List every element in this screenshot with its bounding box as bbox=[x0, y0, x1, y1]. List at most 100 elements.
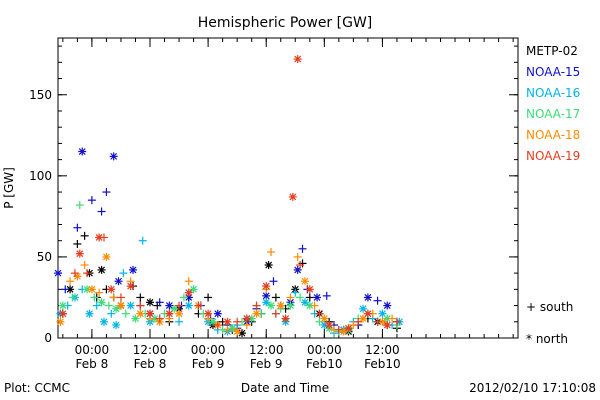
data-point bbox=[136, 293, 145, 302]
y-tick-label: 50 bbox=[37, 250, 52, 264]
data-point bbox=[58, 301, 67, 310]
data-point bbox=[252, 301, 261, 310]
data-point bbox=[97, 265, 106, 274]
data-point bbox=[121, 309, 130, 318]
data-point bbox=[322, 291, 331, 300]
data-point bbox=[233, 317, 242, 326]
data-point bbox=[104, 301, 113, 310]
x-tick-label-time: 00:00 bbox=[75, 343, 110, 357]
data-point bbox=[392, 317, 401, 326]
data-point bbox=[213, 309, 222, 318]
legend-entry: NOAA-19 bbox=[526, 149, 580, 163]
data-point bbox=[68, 293, 77, 302]
y-axis-label: P [GW] bbox=[2, 167, 16, 209]
data-point bbox=[305, 293, 314, 302]
data-point bbox=[194, 301, 203, 310]
data-point bbox=[223, 317, 232, 326]
data-point bbox=[97, 298, 106, 307]
data-point bbox=[281, 314, 290, 323]
data-point bbox=[189, 285, 198, 294]
data-point bbox=[262, 291, 271, 300]
data-point bbox=[288, 192, 297, 201]
legend-entry: NOAA-17 bbox=[526, 107, 580, 121]
data-point bbox=[73, 223, 82, 232]
chart-title: Hemispheric Power [GW] bbox=[198, 15, 373, 31]
data-point bbox=[97, 207, 106, 216]
data-point bbox=[102, 252, 111, 261]
data-point bbox=[90, 293, 99, 302]
data-point bbox=[107, 309, 116, 318]
y-tick-label: 0 bbox=[44, 331, 52, 345]
data-point bbox=[296, 261, 305, 270]
data-point bbox=[310, 301, 319, 310]
data-point bbox=[136, 309, 145, 318]
data-point bbox=[114, 277, 123, 286]
data-points bbox=[54, 55, 404, 338]
data-point bbox=[80, 231, 89, 240]
data-point bbox=[262, 298, 271, 307]
y-tick-label: 150 bbox=[29, 88, 52, 102]
x-tick-label-time: 00:00 bbox=[307, 343, 342, 357]
data-point bbox=[102, 188, 111, 197]
data-point bbox=[100, 233, 108, 242]
legend-entry: NOAA-16 bbox=[526, 86, 580, 100]
data-point bbox=[208, 317, 217, 326]
data-point bbox=[66, 277, 75, 286]
data-point bbox=[175, 301, 184, 310]
data-point bbox=[70, 269, 79, 278]
data-point bbox=[136, 301, 145, 310]
plot-frame bbox=[57, 37, 519, 339]
plot-timestamp: 2012/02/10 17:10:08 bbox=[469, 381, 596, 395]
data-point bbox=[315, 309, 324, 318]
data-point bbox=[75, 249, 84, 258]
data-point bbox=[242, 314, 251, 323]
data-point bbox=[155, 298, 164, 307]
data-point bbox=[184, 301, 193, 310]
data-point bbox=[179, 293, 188, 302]
data-point bbox=[315, 317, 324, 326]
x-tick-label-date: Feb 9 bbox=[250, 357, 283, 371]
data-point bbox=[112, 304, 121, 313]
x-tick-label-date: Feb 8 bbox=[134, 357, 167, 371]
x-tick-label-time: 00:00 bbox=[191, 343, 226, 357]
data-point bbox=[271, 309, 280, 318]
data-point bbox=[175, 309, 184, 318]
data-point bbox=[300, 277, 309, 286]
x-tick-label-date: Feb 8 bbox=[76, 357, 109, 371]
data-point bbox=[126, 282, 135, 291]
data-point bbox=[223, 325, 232, 334]
data-point bbox=[116, 293, 125, 302]
data-point bbox=[170, 304, 179, 313]
data-point bbox=[325, 321, 334, 330]
data-point bbox=[264, 261, 273, 270]
data-point bbox=[92, 301, 101, 310]
data-point bbox=[276, 301, 285, 310]
data-point bbox=[305, 301, 314, 310]
legend-entry: NOAA-18 bbox=[526, 128, 580, 142]
x-tick-label-date: Feb10 bbox=[364, 357, 401, 371]
data-point bbox=[54, 269, 62, 278]
data-point bbox=[267, 301, 276, 310]
data-point bbox=[61, 285, 70, 294]
data-point bbox=[383, 301, 392, 310]
data-point bbox=[383, 321, 392, 330]
data-point bbox=[349, 321, 358, 330]
legend-north: * north bbox=[526, 332, 568, 346]
x-tick-label-time: 12:00 bbox=[249, 343, 284, 357]
data-point bbox=[146, 309, 154, 318]
data-point bbox=[109, 293, 118, 302]
data-point bbox=[298, 244, 307, 253]
data-point bbox=[267, 248, 276, 257]
data-point bbox=[95, 288, 104, 297]
legend-entry: NOAA-15 bbox=[526, 65, 580, 79]
data-point bbox=[165, 301, 174, 310]
data-point bbox=[175, 317, 184, 326]
data-point bbox=[334, 325, 343, 334]
data-point bbox=[184, 288, 193, 297]
data-point bbox=[109, 152, 118, 161]
data-point bbox=[87, 285, 96, 294]
data-point bbox=[291, 288, 300, 297]
plot-credit: Plot: CCMC bbox=[4, 381, 70, 395]
